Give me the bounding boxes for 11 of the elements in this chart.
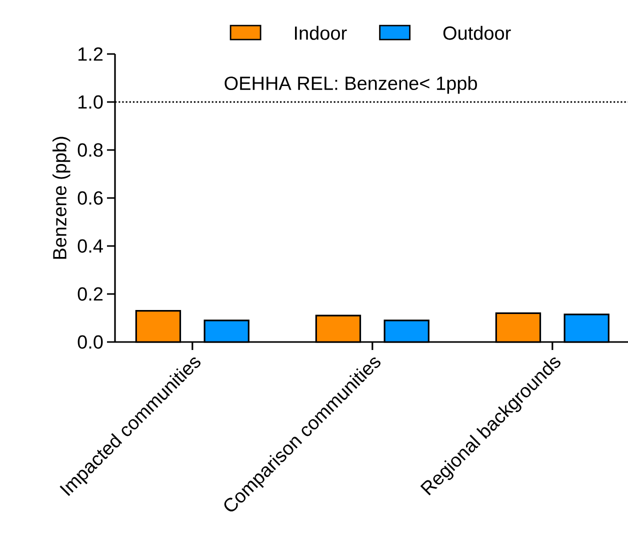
- y-tick-label: 1.2: [78, 47, 103, 61]
- y-tick-label: 0.4: [78, 239, 103, 253]
- legend-label: Indoor: [294, 26, 347, 40]
- legend-label: Outdoor: [443, 26, 511, 40]
- y-tick-label: 0.2: [78, 287, 103, 301]
- ref-line-label: OEHHA REL: Benzene< 1ppb: [224, 76, 477, 94]
- y-tick-label: 0.0: [78, 335, 103, 349]
- y-tick-label: 0.6: [78, 191, 103, 205]
- y-tick-label: 0.8: [78, 143, 103, 157]
- y-tick-label: 1.0: [78, 95, 103, 109]
- y-axis-title: Benzene (ppb): [52, 136, 70, 259]
